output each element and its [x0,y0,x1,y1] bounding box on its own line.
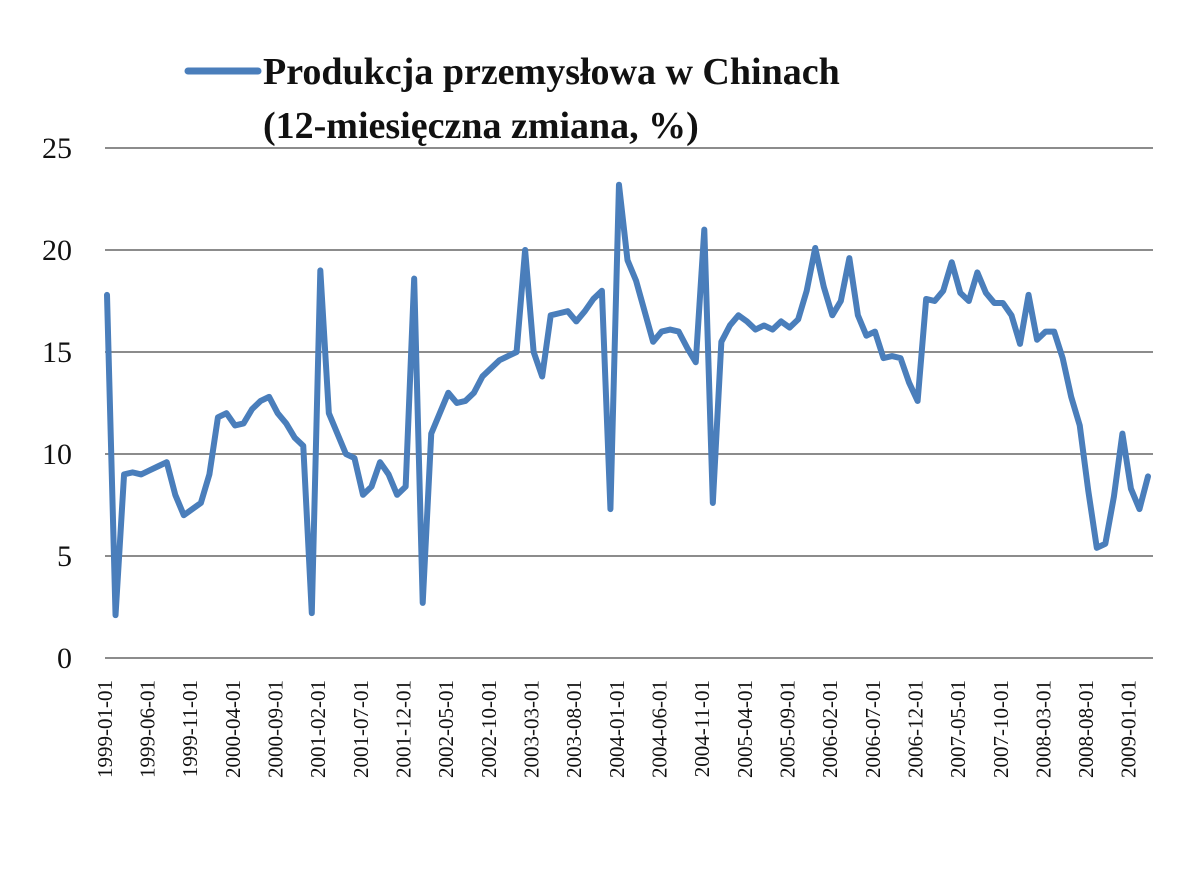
x-tick-label: 2006-12-01 [903,680,927,778]
legend-label-line1: Produkcja przemysłowa w Chinach [263,51,840,93]
y-axis-ticks: 0 5 10 15 20 25 [42,132,72,675]
y-tick-label: 5 [57,540,72,573]
legend-label-line2: (12-miesięczna zmiana, %) [263,105,699,147]
x-tick-label: 2005-09-01 [775,680,799,778]
y-tick-label: 20 [42,234,72,267]
series-group [104,181,1151,619]
x-tick-label: 2003-08-01 [562,680,586,778]
x-tick-label: 2002-05-01 [434,680,458,778]
y-tick-label: 0 [57,642,72,675]
legend: Produkcja przemysłowa w Chinach (12-mies… [184,51,840,147]
x-tick-label: 2001-07-01 [349,680,373,778]
x-tick-label: 2004-01-01 [605,680,629,778]
x-tick-label: 2000-04-01 [221,680,245,778]
x-tick-label: 2003-03-01 [519,680,543,778]
x-tick-label: 2007-10-01 [989,680,1013,778]
x-tick-label: 2009-01-01 [1117,680,1141,778]
x-tick-label: 2008-08-01 [1074,680,1098,778]
x-tick-label: 2007-05-01 [946,680,970,778]
x-axis-ticks: 1999-01-01 1999-06-01 1999-11-01 2000-04-01… [93,680,1141,778]
x-tick-label: 2000-09-01 [263,680,287,778]
x-tick-label: 2008-03-01 [1031,680,1055,778]
series-line-industrial-production [104,181,1151,619]
x-tick-label: 2001-12-01 [391,680,415,778]
y-tick-label: 25 [42,132,72,165]
x-tick-label: 2004-06-01 [647,680,671,778]
x-tick-label: 2002-10-01 [477,680,501,778]
x-tick-label: 1999-11-01 [178,680,202,777]
x-tick-label: 2006-02-01 [818,680,842,778]
x-tick-label: 2004-11-01 [690,680,714,777]
x-tick-label: 1999-01-01 [93,680,117,778]
y-tick-label: 10 [42,438,72,471]
x-tick-label: 1999-06-01 [135,680,159,778]
x-tick-label: 2001-02-01 [306,680,330,778]
x-tick-label: 2006-07-01 [861,680,885,778]
y-tick-label: 15 [42,336,72,369]
x-tick-label: 2005-04-01 [733,680,757,778]
